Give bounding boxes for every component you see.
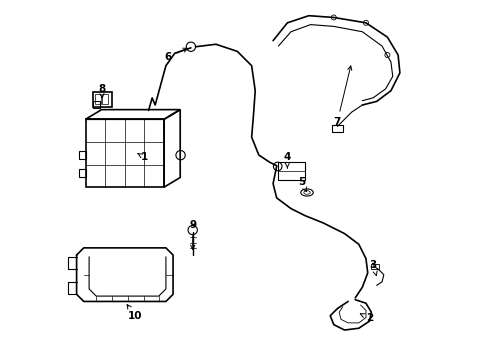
Bar: [278, 162, 305, 180]
Circle shape: [384, 53, 389, 58]
Text: 1: 1: [138, 152, 148, 162]
Text: 6: 6: [164, 48, 187, 62]
Text: 3: 3: [369, 260, 376, 275]
Bar: [102, 94, 107, 104]
Text: 4: 4: [283, 152, 290, 168]
Bar: [93, 92, 112, 107]
Bar: [95, 94, 101, 104]
Bar: [80, 151, 86, 159]
Bar: [370, 264, 378, 269]
Bar: [80, 168, 86, 177]
Circle shape: [363, 20, 367, 25]
Text: 7: 7: [333, 66, 351, 127]
Text: 9: 9: [189, 220, 196, 249]
Text: 2: 2: [360, 313, 372, 323]
Text: 5: 5: [297, 177, 306, 192]
Text: 8: 8: [98, 85, 105, 98]
Text: 10: 10: [127, 305, 142, 321]
Bar: [331, 125, 342, 132]
Circle shape: [331, 15, 336, 20]
Bar: [93, 102, 100, 108]
